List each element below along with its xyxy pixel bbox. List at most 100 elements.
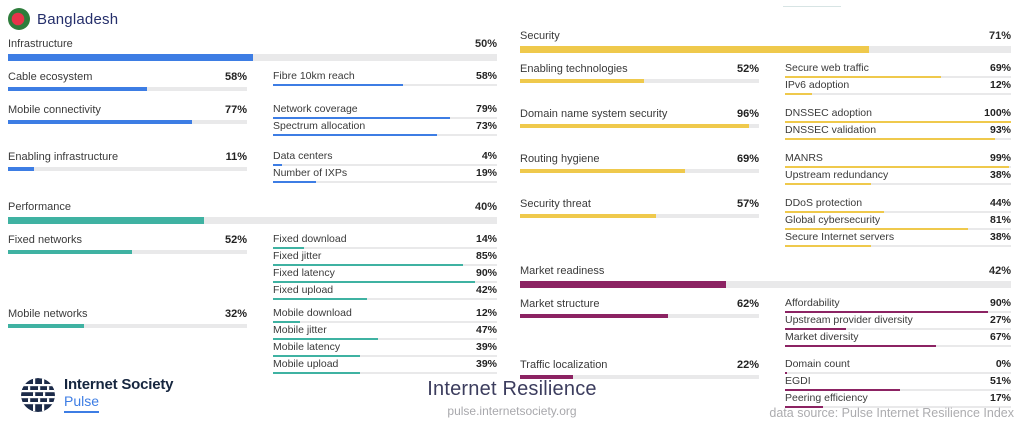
bar-fill xyxy=(785,406,824,408)
metric-value: 27% xyxy=(989,314,1011,326)
section-header: Market readiness 42% xyxy=(520,265,1011,278)
metric-label: Affordability xyxy=(785,297,840,309)
metric-row: Mobile upload 39% xyxy=(273,359,497,374)
metric-row-text: Fixed jitter 85% xyxy=(273,251,497,262)
metric-row: Secure Internet servers 38% xyxy=(785,232,1011,247)
metric-row: EGDI 51% xyxy=(785,376,1011,391)
metric-value: 99% xyxy=(989,152,1011,164)
section-groups: Market structure 62% Affordability 90% Upstr… xyxy=(520,298,1011,410)
metric-label: EGDI xyxy=(785,375,811,387)
metric-value: 47% xyxy=(475,324,497,336)
metric-row-text: IPv6 adoption 12% xyxy=(785,80,1011,91)
bar-fill xyxy=(785,121,1011,123)
metric-label: Number of IXPs xyxy=(273,167,348,179)
pillar-value: 77% xyxy=(224,104,247,116)
bar-fill xyxy=(520,79,645,83)
pillar-group: Enabling technologies 52% Secure web traff… xyxy=(520,63,1011,97)
pillar-row-text: Enabling infrastructure 11% xyxy=(8,151,247,164)
pillar-label: Mobile networks xyxy=(8,308,88,320)
metric-row-text: DNSSEC adoption 100% xyxy=(785,108,1011,119)
pillar-row: Cable ecosystem 58% xyxy=(8,71,247,91)
bar-fill xyxy=(785,211,885,213)
bar-fill xyxy=(273,372,361,374)
bar-fill xyxy=(8,54,253,61)
metric-label: Data centers xyxy=(273,150,333,162)
metric-bar xyxy=(273,338,497,340)
metric-label: Fixed latency xyxy=(273,267,335,279)
pillar-row: Routing hygiene 69% xyxy=(520,153,759,173)
metric-value: 73% xyxy=(475,120,497,132)
metric-label: MANRS xyxy=(785,152,823,164)
section-bar xyxy=(8,54,497,61)
pillar-cell: Traffic localization 22% xyxy=(520,359,759,379)
pillar-cell: Mobile connectivity 77% xyxy=(8,104,247,124)
metric-row: Upstream redundancy 38% xyxy=(785,170,1011,185)
metric-row-text: Fixed download 14% xyxy=(273,234,497,245)
bar-fill xyxy=(273,298,368,300)
brand-text: Internet Society Pulse xyxy=(64,376,174,414)
pillar-label: Routing hygiene xyxy=(520,153,600,165)
metric-value: 67% xyxy=(989,331,1011,343)
bar-fill xyxy=(520,281,727,288)
bar-fill xyxy=(273,164,282,166)
metric-row-text: Market diversity 67% xyxy=(785,332,1011,343)
stray-line-artifact xyxy=(783,6,841,7)
metric-label: IPv6 adoption xyxy=(785,79,850,91)
metric-row: Mobile download 12% xyxy=(273,308,497,323)
metric-row-text: DDoS protection 44% xyxy=(785,198,1011,209)
pillar-row-text: Mobile networks 32% xyxy=(8,308,247,321)
metric-value: 79% xyxy=(475,103,497,115)
metric-bar xyxy=(785,228,1011,230)
pillar-row: Security threat 57% xyxy=(520,198,759,218)
metric-row-text: Fixed latency 90% xyxy=(273,268,497,279)
metric-label: Network coverage xyxy=(273,103,358,115)
bar-fill xyxy=(785,138,996,140)
metric-value: 90% xyxy=(475,267,497,279)
brand-sub-pulse: Pulse xyxy=(64,393,100,414)
pillar-bar xyxy=(520,214,759,218)
pillar-label: Mobile connectivity xyxy=(8,104,101,116)
section-infrastructure: Infrastructure 50% Cable ecosystem 58% Fib… xyxy=(8,38,497,185)
country-header: Bangladesh xyxy=(8,8,497,30)
metric-list: Fixed download 14% Fixed jitter 85% Fixed la… xyxy=(273,234,497,302)
bar-fill xyxy=(273,355,361,357)
bar-fill xyxy=(785,166,1009,168)
pillar-group: Cable ecosystem 58% Fibre 10km reach 58% xyxy=(8,71,497,91)
metric-row: DDoS protection 44% xyxy=(785,198,1011,213)
metric-bar xyxy=(273,264,497,266)
metric-value: 93% xyxy=(989,124,1011,136)
metric-row: MANRS 99% xyxy=(785,153,1011,168)
metric-bar xyxy=(785,121,1011,123)
metric-row-text: Mobile download 12% xyxy=(273,308,497,319)
metric-label: Spectrum allocation xyxy=(273,120,366,132)
left-column: Bangladesh Infrastructure 50% Cable ecos… xyxy=(8,8,497,426)
section-market-readiness: Market readiness 42% Market structure 62%… xyxy=(520,265,1011,410)
metric-bar xyxy=(785,245,1011,247)
pillar-cell: Security threat 57% xyxy=(520,198,759,218)
report-title: Internet Resilience xyxy=(427,378,597,400)
bar-fill xyxy=(273,117,450,119)
metric-label: Fixed download xyxy=(273,233,347,245)
footer: Internet Society Pulse Internet Resilien… xyxy=(0,376,1024,430)
metric-label: Upstream redundancy xyxy=(785,169,889,181)
pillar-cell: Fixed networks 52% xyxy=(8,234,247,254)
metric-row: Number of IXPs 19% xyxy=(273,168,497,183)
metric-bar xyxy=(273,298,497,300)
metric-bar xyxy=(273,321,497,323)
metric-list: Mobile download 12% Mobile jitter 47% Mobile… xyxy=(273,308,497,376)
section-security: Security 71% Enabling technologies 52% Sec… xyxy=(520,30,1011,249)
bar-fill xyxy=(8,250,133,254)
metric-value: 14% xyxy=(475,233,497,245)
pillar-row: Domain name system security 96% xyxy=(520,108,759,128)
pillar-value: 52% xyxy=(224,234,247,246)
section-bar xyxy=(520,46,1011,53)
metric-list: DDoS protection 44% Global cybersecurity 81… xyxy=(785,198,1011,249)
pillar-label: Cable ecosystem xyxy=(8,71,93,83)
metric-bar xyxy=(785,389,1011,391)
pillar-row-text: Traffic localization 22% xyxy=(520,359,759,372)
pillar-bar xyxy=(8,120,247,124)
pillar-cell: Enabling technologies 52% xyxy=(520,63,759,83)
metric-value: 58% xyxy=(475,70,497,82)
section-header: Infrastructure 50% xyxy=(8,38,497,51)
metric-value: 100% xyxy=(984,107,1011,119)
